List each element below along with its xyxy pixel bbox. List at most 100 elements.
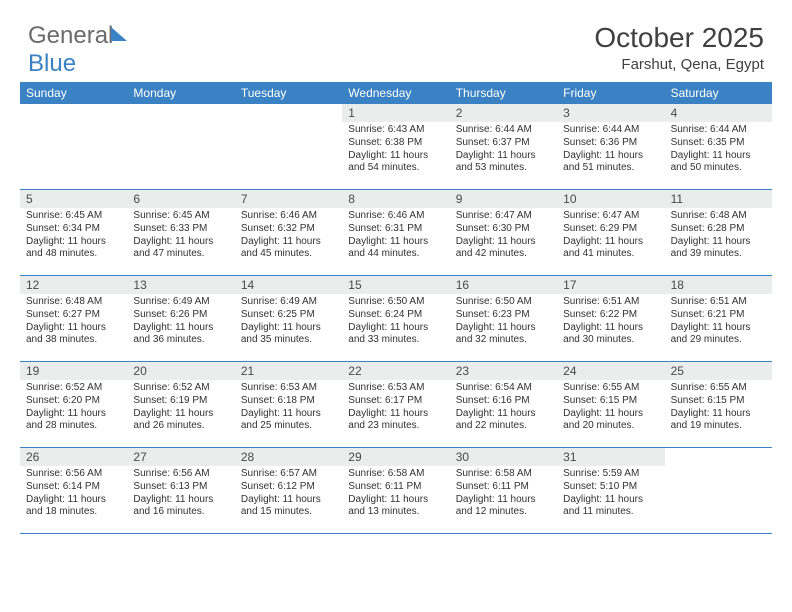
calendar-cell: 23Sunrise: 6:54 AMSunset: 6:16 PMDayligh… — [450, 362, 557, 448]
day-number: 4 — [665, 104, 772, 122]
day-info: Sunrise: 6:50 AMSunset: 6:23 PMDaylight:… — [450, 294, 557, 351]
calendar-cell — [665, 448, 772, 534]
day-info: Sunrise: 6:43 AMSunset: 6:38 PMDaylight:… — [342, 122, 449, 179]
calendar-grid: 1Sunrise: 6:43 AMSunset: 6:38 PMDaylight… — [20, 104, 772, 534]
day-number: 21 — [235, 362, 342, 380]
day-info: Sunrise: 6:47 AMSunset: 6:30 PMDaylight:… — [450, 208, 557, 265]
calendar: SundayMondayTuesdayWednesdayThursdayFrid… — [20, 82, 772, 534]
brand-logo: General Blue — [28, 22, 127, 78]
day-info: Sunrise: 6:49 AMSunset: 6:26 PMDaylight:… — [127, 294, 234, 351]
day-info: Sunrise: 6:53 AMSunset: 6:17 PMDaylight:… — [342, 380, 449, 437]
calendar-cell — [127, 104, 234, 190]
weekday-label: Friday — [557, 82, 664, 104]
weekday-label: Saturday — [665, 82, 772, 104]
day-info: Sunrise: 6:48 AMSunset: 6:28 PMDaylight:… — [665, 208, 772, 265]
day-number: 7 — [235, 190, 342, 208]
calendar-cell: 21Sunrise: 6:53 AMSunset: 6:18 PMDayligh… — [235, 362, 342, 448]
calendar-cell: 13Sunrise: 6:49 AMSunset: 6:26 PMDayligh… — [127, 276, 234, 362]
day-info: Sunrise: 5:59 AMSunset: 5:10 PMDaylight:… — [557, 466, 664, 523]
day-number: 26 — [20, 448, 127, 466]
calendar-cell: 26Sunrise: 6:56 AMSunset: 6:14 PMDayligh… — [20, 448, 127, 534]
day-info: Sunrise: 6:53 AMSunset: 6:18 PMDaylight:… — [235, 380, 342, 437]
calendar-cell: 14Sunrise: 6:49 AMSunset: 6:25 PMDayligh… — [235, 276, 342, 362]
calendar-cell: 15Sunrise: 6:50 AMSunset: 6:24 PMDayligh… — [342, 276, 449, 362]
day-info: Sunrise: 6:44 AMSunset: 6:36 PMDaylight:… — [557, 122, 664, 179]
calendar-cell: 16Sunrise: 6:50 AMSunset: 6:23 PMDayligh… — [450, 276, 557, 362]
day-number: 20 — [127, 362, 234, 380]
calendar-cell: 17Sunrise: 6:51 AMSunset: 6:22 PMDayligh… — [557, 276, 664, 362]
calendar-cell: 2Sunrise: 6:44 AMSunset: 6:37 PMDaylight… — [450, 104, 557, 190]
calendar-cell: 12Sunrise: 6:48 AMSunset: 6:27 PMDayligh… — [20, 276, 127, 362]
calendar-cell: 24Sunrise: 6:55 AMSunset: 6:15 PMDayligh… — [557, 362, 664, 448]
calendar-cell: 25Sunrise: 6:55 AMSunset: 6:15 PMDayligh… — [665, 362, 772, 448]
calendar-cell: 3Sunrise: 6:44 AMSunset: 6:36 PMDaylight… — [557, 104, 664, 190]
calendar-cell — [20, 104, 127, 190]
day-info: Sunrise: 6:55 AMSunset: 6:15 PMDaylight:… — [665, 380, 772, 437]
calendar-cell: 31Sunrise: 5:59 AMSunset: 5:10 PMDayligh… — [557, 448, 664, 534]
calendar-cell: 11Sunrise: 6:48 AMSunset: 6:28 PMDayligh… — [665, 190, 772, 276]
calendar-cell: 29Sunrise: 6:58 AMSunset: 6:11 PMDayligh… — [342, 448, 449, 534]
calendar-cell: 1Sunrise: 6:43 AMSunset: 6:38 PMDaylight… — [342, 104, 449, 190]
weekday-label: Wednesday — [342, 82, 449, 104]
day-number: 19 — [20, 362, 127, 380]
day-number: 24 — [557, 362, 664, 380]
brand-part1: General — [28, 22, 113, 49]
day-info: Sunrise: 6:49 AMSunset: 6:25 PMDaylight:… — [235, 294, 342, 351]
day-info: Sunrise: 6:52 AMSunset: 6:20 PMDaylight:… — [20, 380, 127, 437]
day-number: 15 — [342, 276, 449, 294]
day-info: Sunrise: 6:45 AMSunset: 6:33 PMDaylight:… — [127, 208, 234, 265]
day-number: 23 — [450, 362, 557, 380]
day-info: Sunrise: 6:44 AMSunset: 6:37 PMDaylight:… — [450, 122, 557, 179]
day-info: Sunrise: 6:45 AMSunset: 6:34 PMDaylight:… — [20, 208, 127, 265]
day-number: 5 — [20, 190, 127, 208]
day-info: Sunrise: 6:55 AMSunset: 6:15 PMDaylight:… — [557, 380, 664, 437]
day-number: 25 — [665, 362, 772, 380]
calendar-cell: 6Sunrise: 6:45 AMSunset: 6:33 PMDaylight… — [127, 190, 234, 276]
day-info: Sunrise: 6:48 AMSunset: 6:27 PMDaylight:… — [20, 294, 127, 351]
day-info — [127, 122, 234, 128]
day-info: Sunrise: 6:51 AMSunset: 6:21 PMDaylight:… — [665, 294, 772, 351]
weekday-label: Monday — [127, 82, 234, 104]
day-info: Sunrise: 6:52 AMSunset: 6:19 PMDaylight:… — [127, 380, 234, 437]
calendar-cell: 20Sunrise: 6:52 AMSunset: 6:19 PMDayligh… — [127, 362, 234, 448]
day-info: Sunrise: 6:46 AMSunset: 6:31 PMDaylight:… — [342, 208, 449, 265]
weekday-label: Sunday — [20, 82, 127, 104]
calendar-cell: 4Sunrise: 6:44 AMSunset: 6:35 PMDaylight… — [665, 104, 772, 190]
day-number: 30 — [450, 448, 557, 466]
day-info — [235, 122, 342, 128]
day-number: 18 — [665, 276, 772, 294]
calendar-cell: 5Sunrise: 6:45 AMSunset: 6:34 PMDaylight… — [20, 190, 127, 276]
day-number: 27 — [127, 448, 234, 466]
day-number: 10 — [557, 190, 664, 208]
day-number: 6 — [127, 190, 234, 208]
day-number: 3 — [557, 104, 664, 122]
calendar-cell: 19Sunrise: 6:52 AMSunset: 6:20 PMDayligh… — [20, 362, 127, 448]
day-info: Sunrise: 6:54 AMSunset: 6:16 PMDaylight:… — [450, 380, 557, 437]
day-number: 9 — [450, 190, 557, 208]
day-number: 29 — [342, 448, 449, 466]
weekday-header: SundayMondayTuesdayWednesdayThursdayFrid… — [20, 82, 772, 104]
calendar-cell — [235, 104, 342, 190]
day-info: Sunrise: 6:58 AMSunset: 6:11 PMDaylight:… — [342, 466, 449, 523]
day-number: 16 — [450, 276, 557, 294]
day-info — [665, 466, 772, 472]
day-info: Sunrise: 6:56 AMSunset: 6:13 PMDaylight:… — [127, 466, 234, 523]
day-number: 14 — [235, 276, 342, 294]
day-number: 2 — [450, 104, 557, 122]
day-info — [20, 122, 127, 128]
day-number: 13 — [127, 276, 234, 294]
brand-triangle-icon — [111, 27, 127, 41]
day-info: Sunrise: 6:57 AMSunset: 6:12 PMDaylight:… — [235, 466, 342, 523]
brand-part2: Blue — [28, 50, 76, 77]
day-number: 22 — [342, 362, 449, 380]
calendar-cell: 18Sunrise: 6:51 AMSunset: 6:21 PMDayligh… — [665, 276, 772, 362]
calendar-cell: 30Sunrise: 6:58 AMSunset: 6:11 PMDayligh… — [450, 448, 557, 534]
day-info: Sunrise: 6:46 AMSunset: 6:32 PMDaylight:… — [235, 208, 342, 265]
day-info: Sunrise: 6:51 AMSunset: 6:22 PMDaylight:… — [557, 294, 664, 351]
page-title: October 2025 — [594, 22, 764, 54]
day-info: Sunrise: 6:44 AMSunset: 6:35 PMDaylight:… — [665, 122, 772, 179]
calendar-cell: 10Sunrise: 6:47 AMSunset: 6:29 PMDayligh… — [557, 190, 664, 276]
day-number: 1 — [342, 104, 449, 122]
location-subtitle: Farshut, Qena, Egypt — [621, 56, 764, 73]
day-info: Sunrise: 6:58 AMSunset: 6:11 PMDaylight:… — [450, 466, 557, 523]
